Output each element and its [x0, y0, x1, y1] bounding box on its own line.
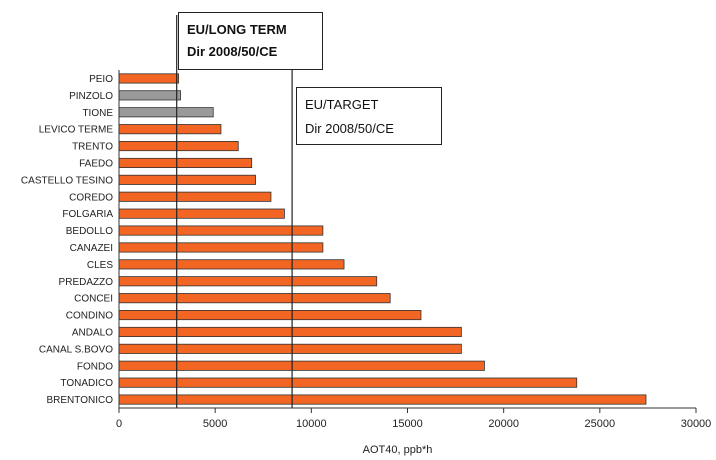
bar-castello-tesino	[118, 174, 256, 185]
bar-concei	[118, 293, 391, 304]
bar-trento	[118, 141, 239, 152]
eu-long-term-title: EU/LONG TERM	[187, 22, 287, 37]
category-label-andalo: ANDALO	[72, 327, 113, 338]
bar-canal-s-bovo	[118, 343, 462, 354]
x-tick-label: 5000	[203, 418, 227, 430]
category-labels: PEIO PINZOLO TIONE LEVICO TERME TRENTO FAEDO C…	[21, 74, 113, 406]
category-label-canal-s-bovo: CANAL S.BOVO	[39, 344, 113, 355]
bar-coredo	[118, 191, 272, 202]
bars	[118, 73, 647, 405]
eu-long-term-annotation: EU/LONG TERM Dir 2008/50/CE	[178, 12, 323, 70]
category-label-condino: CONDINO	[66, 311, 113, 322]
category-label-concei: CONCEI	[74, 294, 113, 305]
category-label-levico-terme: LEVICO TERME	[39, 125, 114, 136]
category-label-faedo: FAEDO	[79, 158, 113, 169]
category-label-cles: CLES	[87, 260, 113, 271]
x-tick-label: 30000	[681, 418, 712, 430]
bar-tione	[118, 107, 214, 118]
x-ticks: 0 5000 10000 15000 20000 25000 30000	[116, 408, 711, 430]
category-label-peio: PEIO	[89, 74, 113, 85]
x-tick-label: 15000	[392, 418, 423, 430]
bar-predazzo	[118, 276, 378, 287]
x-axis-title: AOT40, ppb*h	[363, 444, 433, 456]
category-label-brentonico: BRENTONICO	[47, 395, 114, 406]
bar-pinzolo	[118, 90, 181, 101]
bar-fondo	[118, 360, 485, 371]
eu-target-title: EU/TARGET	[305, 97, 379, 112]
eu-long-term-directive: Dir 2008/50/CE	[187, 44, 278, 59]
x-tick-label: 20000	[488, 418, 519, 430]
category-label-castello-tesino: CASTELLO TESINO	[21, 175, 113, 186]
bar-cles	[118, 259, 345, 270]
bar-tonadico	[118, 377, 578, 388]
x-tick-label: 0	[116, 418, 122, 430]
category-label-tione: TIONE	[82, 108, 113, 119]
bar-brentonico	[118, 394, 647, 405]
category-label-predazzo: PREDAZZO	[59, 277, 114, 288]
category-label-folgaria: FOLGARIA	[62, 209, 113, 220]
category-label-trento: TRENTO	[72, 142, 113, 153]
category-label-tonadico: TONADICO	[60, 378, 113, 389]
category-label-coredo: COREDO	[69, 192, 113, 203]
category-label-pinzolo: PINZOLO	[69, 91, 113, 102]
bar-faedo	[118, 157, 253, 168]
x-tick-label: 25000	[585, 418, 616, 430]
x-tick-label: 10000	[296, 418, 327, 430]
eu-target-directive: Dir 2008/50/CE	[305, 121, 394, 136]
category-label-canazei: CANAZEI	[70, 243, 113, 254]
category-label-fondo: FONDO	[77, 361, 113, 372]
bar-andalo	[118, 326, 462, 337]
category-label-bedollo: BEDOLLO	[66, 226, 113, 237]
bar-peio	[118, 73, 180, 84]
eu-target-annotation: EU/TARGET Dir 2008/50/CE	[296, 87, 442, 145]
reference-lines	[176, 15, 293, 408]
bar-condino	[118, 310, 422, 321]
bar-levico-terme	[118, 124, 222, 135]
bar-folgaria	[118, 208, 285, 219]
